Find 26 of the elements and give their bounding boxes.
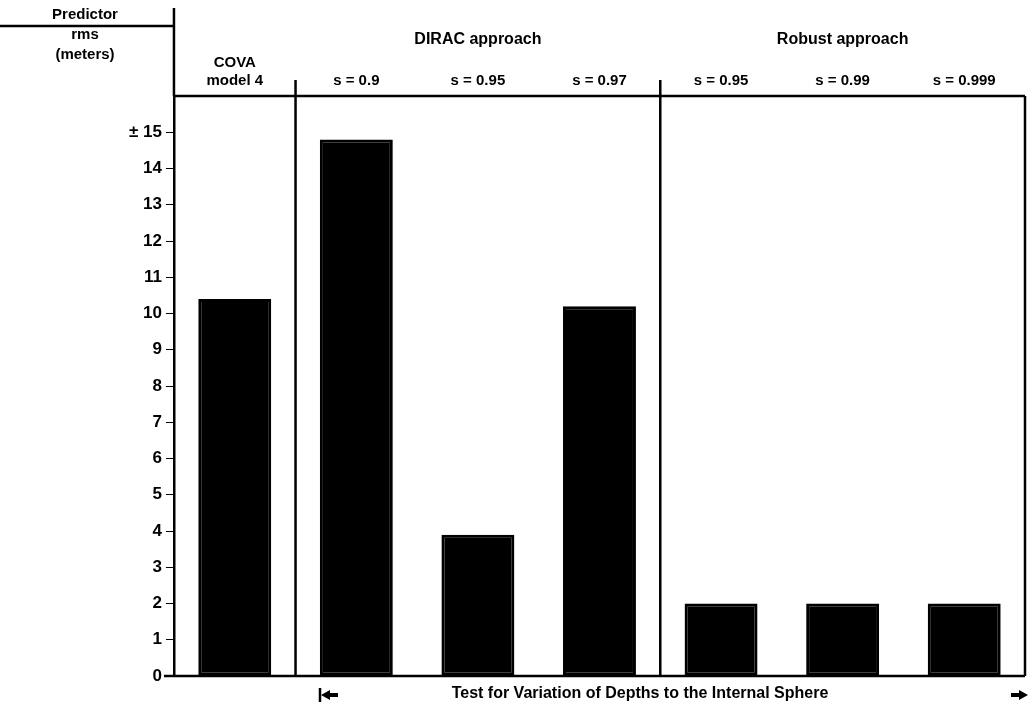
y-tick-label: 7 [152, 411, 162, 431]
x-tick-label: s = 0.999 [932, 71, 996, 89]
x-tick-label: s = 0.95 [450, 71, 506, 89]
x-tick-label: s = 0.99 [815, 71, 870, 89]
y-tick-label: 1 [152, 629, 162, 649]
y-tick-label: 0 [152, 665, 162, 685]
y-tick-label: 11 [143, 266, 162, 286]
y-tick-label: 2 [152, 593, 162, 613]
x-tick-label: COVA model 4 [206, 53, 264, 89]
x-axis-title: Test for Variation of Depths to the Internal Sphere [450, 684, 830, 702]
x-tick-label: s = 0.9 [333, 71, 380, 89]
y-tick-label: 8 [152, 375, 162, 395]
y-tick-label: 9 [152, 339, 162, 359]
y-tick-label: ± 15 [128, 121, 162, 141]
text: DIRAC approach [414, 30, 542, 48]
y-tick-label: 14 [143, 158, 163, 178]
y-tick-label: 5 [152, 484, 162, 504]
y-tick-label: 12 [143, 230, 162, 250]
y-tick-label: 10 [143, 303, 162, 323]
y-tick-label: 3 [152, 556, 162, 576]
text: Robust approach [776, 30, 909, 48]
y-tick-label: 4 [152, 520, 163, 540]
y-tick-label: 6 [152, 448, 162, 468]
x-tick-label: s = 0.95 [693, 71, 749, 89]
y-tick-label: 13 [143, 194, 162, 214]
x-tick-label: s = 0.97 [572, 71, 627, 89]
